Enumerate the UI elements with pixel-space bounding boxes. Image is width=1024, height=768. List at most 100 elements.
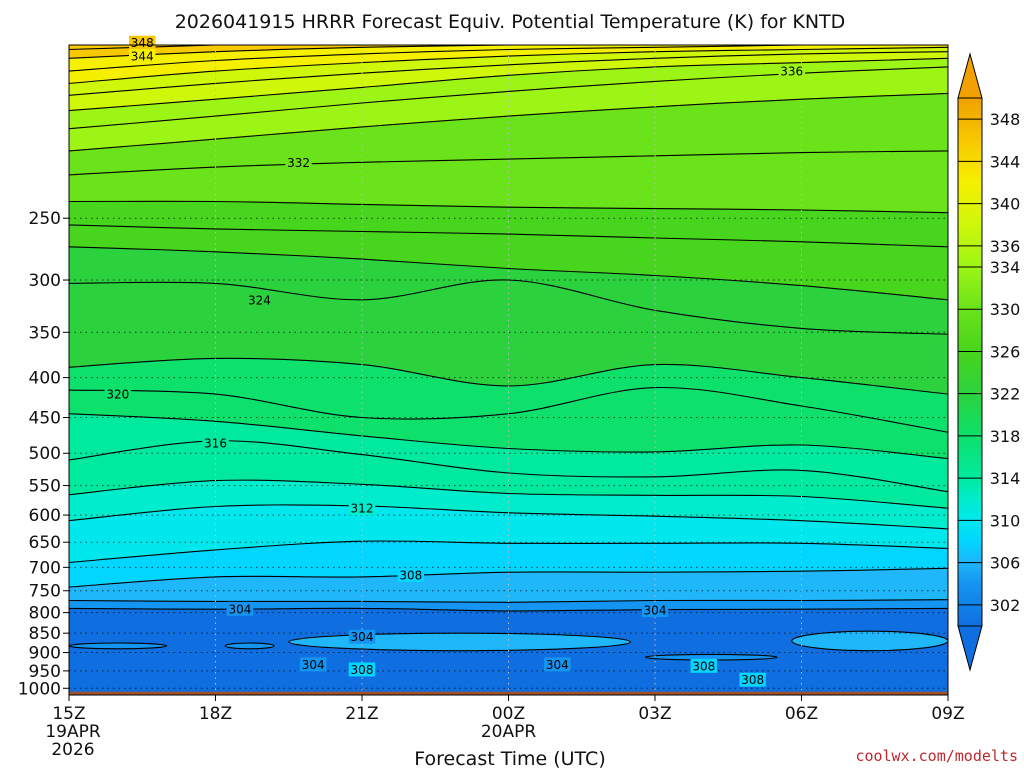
contour-label: 308 xyxy=(399,569,422,583)
x-tick-sublabel: 20APR xyxy=(481,722,537,742)
y-tick-label: 850 xyxy=(29,624,61,644)
colorbar-tick-label: 322 xyxy=(990,385,1021,404)
contour-label-bg xyxy=(778,64,805,79)
x-tick-label: 00Z xyxy=(492,704,525,724)
colorbar-tick-label: 348 xyxy=(990,110,1021,129)
contour-label-bg xyxy=(348,662,376,677)
x-tick-label: 06Z xyxy=(785,704,818,724)
contour-line-324 xyxy=(69,279,948,335)
y-tick-label: 350 xyxy=(29,323,61,343)
y-tick-label: 950 xyxy=(29,662,61,682)
colorbar: 302 306 310 314 318 322 326 330 334 336 340 344 348 xyxy=(957,52,1020,672)
contour-label: 304 xyxy=(546,658,569,672)
y-tick-label: 450 xyxy=(29,409,61,429)
plot-area xyxy=(69,45,948,695)
x-tick-label: 21Z xyxy=(345,704,378,724)
contour-label-bg xyxy=(104,387,132,402)
colorbar-tick-label: 334 xyxy=(990,258,1021,277)
x-tick-label: 15Z xyxy=(52,704,85,724)
colorbar-top-arrow xyxy=(957,52,983,99)
colorbar-bottom-arrow xyxy=(957,625,983,672)
contour-label-bg xyxy=(690,658,718,673)
colorbar-tick-label: 326 xyxy=(990,342,1021,361)
low-level-cell xyxy=(224,642,275,650)
colorbar-tick-label: 310 xyxy=(990,511,1021,530)
contour-label-bg xyxy=(348,501,376,516)
x-tick-label: 18Z xyxy=(199,704,232,724)
contour-label: 324 xyxy=(248,293,271,307)
contour-label: 308 xyxy=(692,659,715,673)
y-tick-label: 500 xyxy=(29,444,61,464)
y-tick-label: 250 xyxy=(29,209,61,229)
y-tick-label: 400 xyxy=(29,369,61,389)
contour-label: 348 xyxy=(131,36,154,50)
contour-label-bg xyxy=(348,629,376,644)
contour-line-326 xyxy=(69,246,948,301)
colorbar-tick-label: 330 xyxy=(990,300,1021,319)
colorbar-tick-label: 336 xyxy=(990,237,1021,256)
contour-label-bg xyxy=(129,35,156,50)
low-level-cell xyxy=(791,630,948,652)
chart-title: 2026041915 HRRR Forecast Equiv. Potentia… xyxy=(175,11,846,33)
x-axis-label: Forecast Time (UTC) xyxy=(414,748,605,768)
colorbar-bar xyxy=(957,97,983,627)
x-tick-label: 09Z xyxy=(931,704,964,724)
y-tick-label: 800 xyxy=(29,604,61,624)
contour-label: 308 xyxy=(741,673,764,687)
colorbar-tick-label: 344 xyxy=(990,152,1021,171)
contour-label-bg xyxy=(226,601,254,616)
contour-label-bg xyxy=(285,155,312,170)
contour-label: 304 xyxy=(644,604,667,618)
contour-line-304 xyxy=(69,607,948,612)
y-tick-label: 1000 xyxy=(18,679,61,699)
contour-label-bg xyxy=(739,672,766,687)
fill-band-344 xyxy=(69,45,948,72)
y-tick-label: 750 xyxy=(29,582,61,602)
y-tick-label: 700 xyxy=(29,558,61,578)
contour-line-318 xyxy=(69,413,948,460)
contour-label-bg xyxy=(246,292,273,307)
fill-band-346 xyxy=(69,45,948,59)
contour-label-bg xyxy=(202,435,229,450)
low-level-cell xyxy=(69,642,168,650)
low-level-cell xyxy=(288,632,632,652)
contour-label: 332 xyxy=(287,156,310,170)
contour-label: 344 xyxy=(131,50,154,64)
colorbar-tick-label: 302 xyxy=(990,596,1021,615)
contour-line-308 xyxy=(69,567,948,588)
contour-label: 336 xyxy=(780,65,803,79)
contour-label: 316 xyxy=(204,436,227,450)
y-tick-label: 600 xyxy=(29,506,61,526)
y-tick-label: 550 xyxy=(29,477,61,497)
contour-label-bg xyxy=(641,603,669,618)
contour-label-bg xyxy=(397,568,425,583)
y-tick-label: 650 xyxy=(29,533,61,553)
contour-label: 304 xyxy=(302,658,325,672)
ground-strip xyxy=(69,691,948,695)
colorbar-ticks: 302 306 310 314 318 322 326 330 334 336 340 344 348 xyxy=(958,110,1020,615)
x-tick-sublabel: 2026 xyxy=(51,740,94,760)
contour-label: 304 xyxy=(228,602,251,616)
contour-line-340 xyxy=(69,51,948,96)
y-tick-label: 300 xyxy=(29,271,61,291)
colorbar-tick-label: 306 xyxy=(990,554,1021,573)
colorbar-tick-label: 314 xyxy=(990,469,1021,488)
contour-label: 312 xyxy=(351,502,374,516)
contour-line-328 xyxy=(69,224,948,248)
contour-label-bg xyxy=(299,657,327,672)
contour-label-bg xyxy=(544,657,571,672)
y-tick-label: 900 xyxy=(29,644,61,664)
grid-lines xyxy=(69,45,948,695)
x-tick-label: 03Z xyxy=(638,704,671,724)
colorbar-tick-label: 318 xyxy=(990,427,1021,446)
contour-label-bg xyxy=(129,49,156,64)
contour-line-344 xyxy=(69,45,836,72)
credit-text: coolwx.com/modelts xyxy=(855,747,1018,765)
contour-label: 304 xyxy=(351,630,374,644)
contour-label: 320 xyxy=(106,388,129,402)
contour-label: 308 xyxy=(351,663,374,677)
